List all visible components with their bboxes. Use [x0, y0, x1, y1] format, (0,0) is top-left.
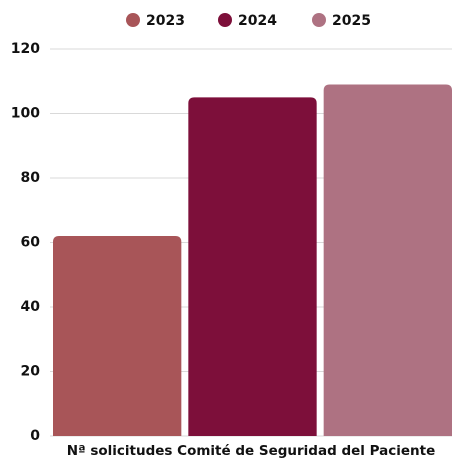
legend-swatch [218, 13, 232, 27]
legend-swatch [312, 13, 326, 27]
y-tick-label: 80 [21, 170, 41, 186]
y-tick-label: 120 [11, 41, 40, 57]
legend-label: 2023 [146, 13, 185, 29]
x-tick-label: Nª solicitudes Comité de Seguridad del P… [67, 443, 436, 459]
y-tick-label: 100 [11, 106, 40, 122]
y-tick-label: 20 [21, 364, 41, 380]
bar [323, 84, 452, 436]
y-tick-label: 0 [30, 428, 40, 444]
legend-label: 2024 [238, 13, 277, 29]
legend-swatch [126, 13, 140, 27]
legend-label: 2025 [332, 13, 371, 29]
bar [188, 97, 317, 436]
y-tick-label: 60 [21, 235, 41, 251]
bar [53, 236, 182, 436]
y-tick-label: 40 [21, 299, 41, 315]
